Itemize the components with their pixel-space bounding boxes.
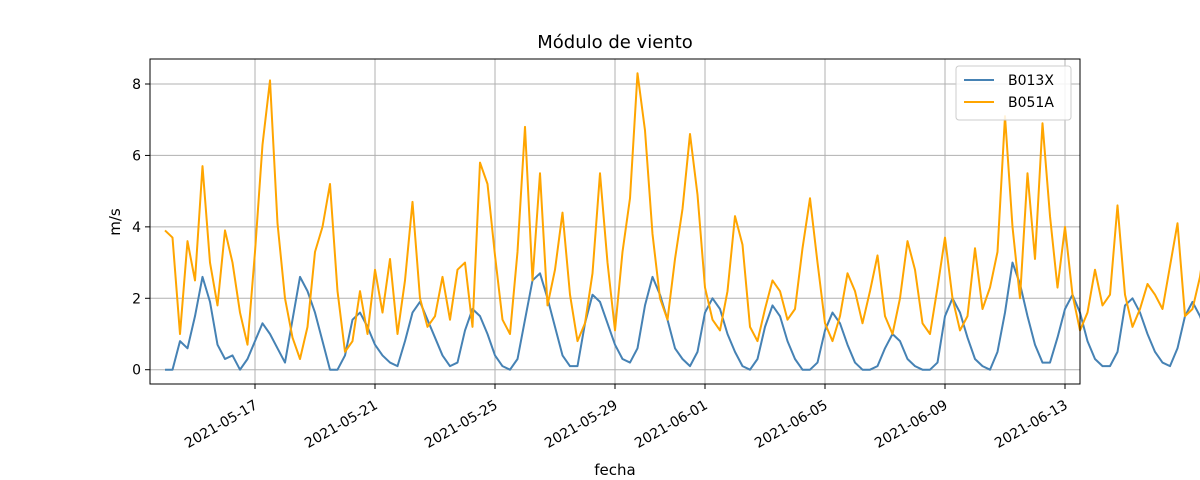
- chart-title: Módulo de viento: [537, 32, 693, 53]
- y-tick-label: 0: [132, 363, 141, 379]
- series-lines: [164, 72, 1200, 371]
- legend-label-b051a: B051A: [1008, 95, 1054, 111]
- y-axis-label: m/s: [106, 208, 124, 236]
- series-line-b051a: [164, 72, 1200, 360]
- y-tick-label: 6: [132, 148, 141, 164]
- x-axis-label: fecha: [594, 461, 635, 479]
- series-line-b013x: [165, 261, 1200, 371]
- y-tick-label: 8: [132, 77, 141, 93]
- legend-label-b013x: B013X: [1008, 73, 1054, 89]
- legend: B013X B051A: [955, 65, 1072, 121]
- y-tick-label: 4: [132, 220, 141, 236]
- y-tick-label: 2: [132, 291, 141, 307]
